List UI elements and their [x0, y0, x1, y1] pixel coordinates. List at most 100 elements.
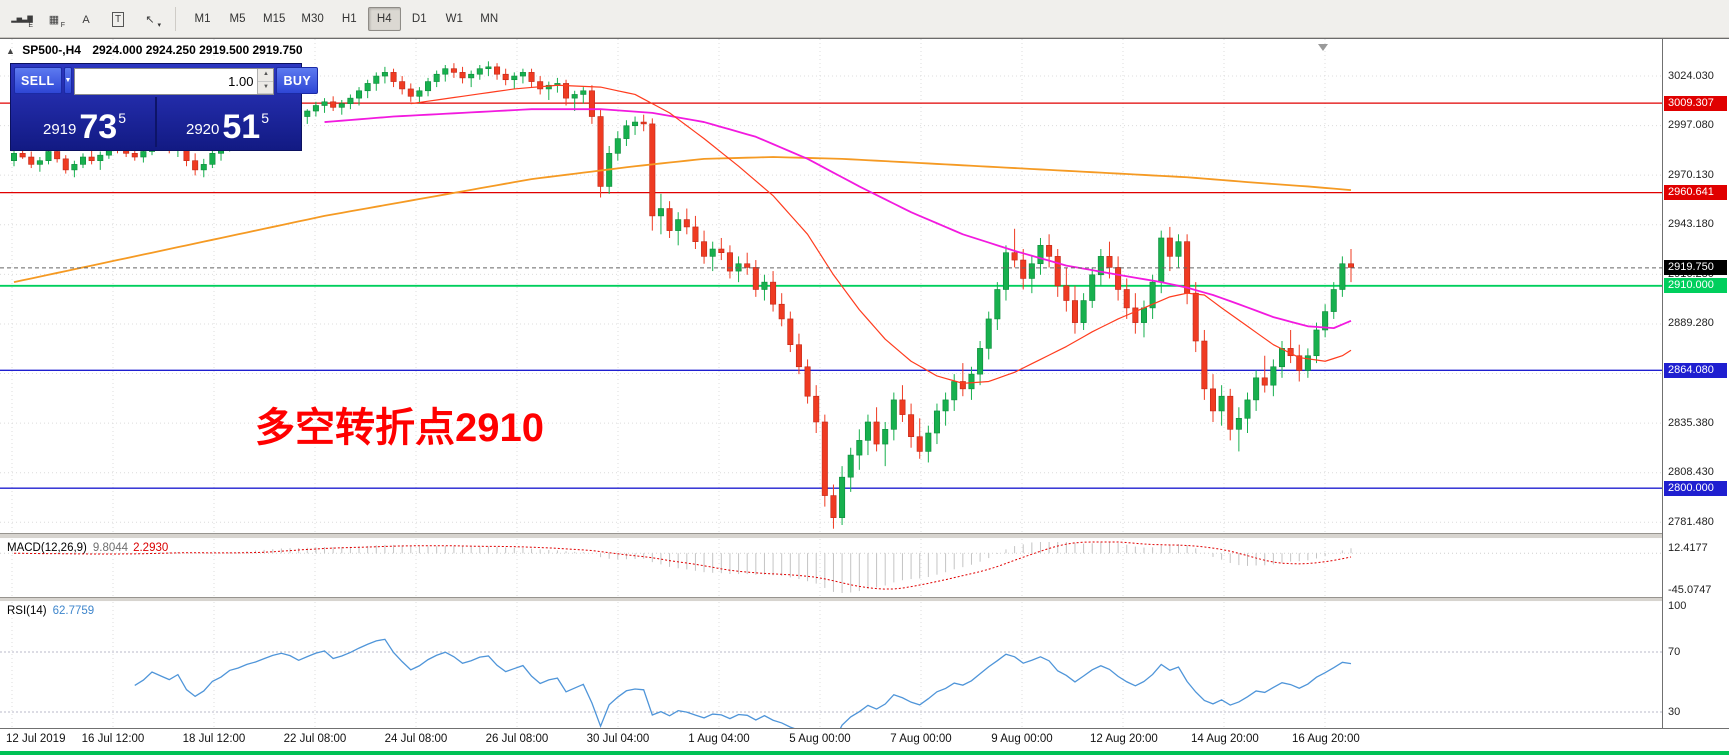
volume-increase-button[interactable]: ▲ — [258, 69, 274, 82]
rsi-level-100: 100 — [1668, 600, 1687, 612]
buy-button[interactable]: BUY — [276, 67, 319, 94]
macd-histogram-layer — [22, 542, 1352, 593]
price-tag: 2910.000 — [1664, 278, 1727, 294]
toolbar-icon-group: ▂▅▃▇ E ▦ F A T ↖ ▾ — [6, 6, 166, 32]
rsi-line — [134, 638, 1352, 728]
price-axis-label: 2997.080 — [1668, 119, 1714, 132]
time-axis-label: 18 Jul 12:00 — [182, 733, 246, 745]
chart-region: ▲ SP500-,H4 2924.000 2924.250 2919.500 2… — [0, 38, 1729, 755]
chevron-down-icon: ▼ — [64, 77, 72, 84]
price-axis-label: 2970.130 — [1668, 168, 1714, 181]
grid-icon-sub: F — [60, 21, 65, 29]
bottom-green-strip — [0, 751, 1729, 755]
time-axis-label: 7 Aug 00:00 — [890, 733, 952, 745]
time-axis-label: 14 Aug 20:00 — [1191, 733, 1259, 745]
bid-pip-digit: 5 — [118, 110, 126, 126]
rsi-value: 62.7759 — [52, 605, 95, 617]
quote-divider — [155, 97, 157, 147]
rsi-level-30: 30 — [1668, 706, 1681, 718]
panel-splitter[interactable] — [0, 533, 1729, 539]
trend-annotation: 多空转折点2910 — [255, 406, 544, 450]
ma-mid — [324, 108, 1352, 330]
volume-field: ▲ ▼ — [74, 68, 275, 95]
chart-bars-icon: ▂▅▃▇ — [11, 15, 33, 23]
text-box-tool-icon: T — [111, 11, 125, 27]
trade-panel-quotes: 2919 73 5 2920 51 5 — [14, 97, 298, 147]
time-axis-label: 22 Jul 08:00 — [283, 733, 347, 745]
panel-splitter[interactable] — [0, 597, 1729, 602]
text-box-tool-icon[interactable]: T — [103, 6, 133, 32]
time-axis-label: 16 Aug 20:00 — [1292, 733, 1360, 745]
timeframe-MN[interactable]: MN — [473, 7, 506, 31]
price-axis-label: 2808.430 — [1668, 466, 1714, 479]
timeframe-H4[interactable]: H4 — [367, 6, 401, 31]
main-chart-canvas[interactable] — [0, 39, 1662, 533]
grid-icon[interactable]: ▦ F — [39, 6, 69, 32]
chart-shift-marker[interactable] — [1318, 44, 1328, 51]
text-label-tool-icon: A — [82, 13, 90, 26]
time-axis[interactable]: 12 Jul 2019 16 Jul 12:00 18 Jul 12:00 22 Ju… — [0, 728, 1729, 751]
time-axis-label: 9 Aug 00:00 — [991, 733, 1053, 745]
order-dropdown-button[interactable]: ▼ — [63, 67, 73, 94]
bid-price[interactable]: 2919 73 5 — [14, 97, 155, 147]
price-tag: 2919.750 — [1664, 260, 1727, 276]
sell-button[interactable]: SELL — [14, 67, 62, 94]
price-tag: 2960.641 — [1664, 185, 1727, 201]
volume-input[interactable] — [75, 69, 258, 94]
time-axis-label: 12 Jul 2019 — [6, 733, 66, 745]
price-axis-label: 2781.480 — [1668, 515, 1714, 528]
timeframe-M30[interactable]: M30 — [294, 7, 330, 31]
macd-grid-layer — [0, 539, 1662, 597]
macd-name: MACD(12,26,9) — [7, 542, 87, 554]
timeframe-M5[interactable]: M5 — [221, 7, 254, 31]
timeframe-D1[interactable]: D1 — [403, 7, 436, 31]
macd-main-value: 9.8044 — [92, 542, 129, 554]
macd-signal-line — [13, 541, 1352, 590]
text-label-tool-icon[interactable]: A — [71, 6, 101, 32]
toolbar-separator — [175, 6, 176, 31]
chart-bars-icon[interactable]: ▂▅▃▇ E — [7, 6, 37, 32]
macd-panel-canvas[interactable] — [0, 539, 1662, 597]
time-axis-label: 1 Aug 04:00 — [688, 733, 750, 745]
chart-ohlc-values: 2924.000 2924.250 2919.500 2919.750 — [92, 43, 303, 57]
cursor-tools-icon-sub: ▾ — [157, 21, 161, 29]
cursor-tools-icon: ↖ — [145, 13, 155, 26]
price-tag: 2864.080 — [1664, 362, 1727, 378]
toolbar: ▂▅▃▇ E ▦ F A T ↖ ▾ M1 M5 M15 M30 H1 H4 D1 W1 MN — [0, 0, 1729, 38]
timeframe-W1[interactable]: W1 — [438, 7, 471, 31]
ask-pip-digit: 5 — [261, 110, 269, 126]
ask-main-digits: 51 — [222, 108, 261, 146]
time-axis-label: 12 Aug 20:00 — [1090, 733, 1158, 745]
bid-prefix: 2919 — [43, 121, 77, 138]
ma-slow — [13, 156, 1352, 284]
rsi-name: RSI(14) — [7, 605, 47, 617]
chart-header: ▲ SP500-,H4 2924.000 2924.250 2919.500 2… — [6, 43, 303, 57]
timeframe-H1[interactable]: H1 — [333, 7, 366, 31]
timeframe-M1[interactable]: M1 — [186, 7, 219, 31]
price-axis-label: 2835.380 — [1668, 416, 1714, 429]
macd-axis-max: 12.4177 — [1668, 542, 1708, 554]
cursor-tools-icon[interactable]: ↖ ▾ — [135, 6, 165, 32]
timeframe-group: M1 M5 M15 M30 H1 H4 D1 W1 MN — [185, 6, 507, 31]
macd-label: MACD(12,26,9) 9.8044 2.2930 — [7, 542, 168, 554]
volume-decrease-button[interactable]: ▼ — [258, 81, 274, 94]
rsi-level-70: 70 — [1668, 646, 1681, 658]
trade-panel-controls: SELL ▼ ▲ ▼ BUY — [14, 67, 319, 95]
time-axis-label: 5 Aug 00:00 — [789, 733, 851, 745]
price-axis-label: 3024.030 — [1668, 69, 1714, 82]
trade-panel-toggle-icon[interactable]: ▲ — [6, 46, 15, 56]
ask-price[interactable]: 2920 51 5 — [157, 97, 298, 147]
timeframe-M15[interactable]: M15 — [256, 7, 292, 31]
chart-symbol-title: SP500-,H4 — [22, 43, 81, 57]
price-axis[interactable]: 3024.0302997.0802970.1302943.1802916.230… — [1662, 39, 1729, 728]
rsi-panel-canvas[interactable] — [0, 602, 1662, 728]
time-axis-label: 26 Jul 08:00 — [485, 733, 549, 745]
chart-bars-icon-sub: E — [28, 21, 33, 29]
horizontal-lines-layer — [0, 102, 1662, 489]
time-axis-label: 30 Jul 04:00 — [586, 733, 650, 745]
time-axis-label: 16 Jul 12:00 — [81, 733, 145, 745]
macd-axis-min: -45.0747 — [1668, 584, 1712, 596]
price-tag: 2800.000 — [1664, 480, 1727, 496]
